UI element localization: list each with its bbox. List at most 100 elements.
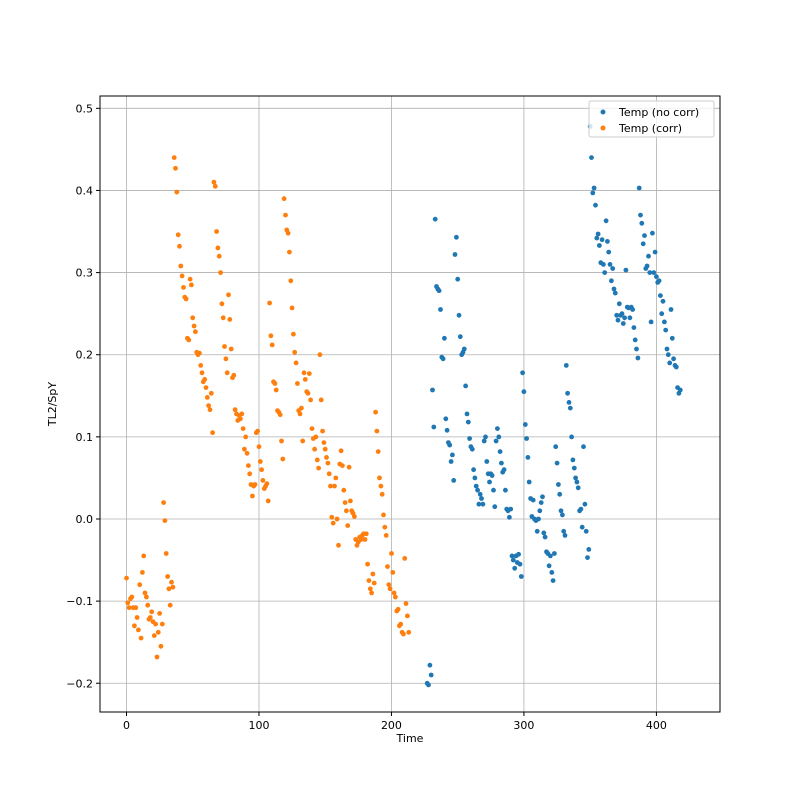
data-point [173, 165, 178, 171]
data-point [341, 487, 347, 493]
data-point [642, 233, 647, 239]
data-point [517, 561, 523, 567]
ticks-layer: 0 100 200 300 400 −0.2 −0.1 0.0 0.1 0.2 0.3 0.4 0.5 [66, 102, 667, 732]
data-point [484, 459, 490, 464]
data-point [507, 514, 512, 520]
data-point [312, 446, 317, 452]
data-point [450, 452, 455, 458]
data-point [207, 407, 213, 413]
data-point [542, 534, 548, 540]
data-point [332, 483, 337, 489]
data-point [186, 337, 192, 343]
points-layer [124, 124, 683, 688]
y-tick-label: 0.1 [76, 431, 94, 444]
data-point [465, 419, 471, 425]
data-point [373, 409, 378, 415]
data-point [338, 448, 344, 454]
data-point [212, 183, 218, 189]
data-point [228, 346, 234, 352]
data-point [602, 270, 608, 275]
data-point [432, 216, 438, 222]
data-point [222, 344, 227, 349]
data-point [669, 335, 675, 341]
data-point [391, 590, 397, 596]
data-point [605, 239, 610, 244]
data-point [639, 220, 645, 226]
data-point [479, 496, 484, 501]
data-point [558, 508, 564, 514]
data-point [190, 315, 196, 321]
data-point [280, 456, 286, 462]
data-point [243, 434, 249, 440]
y-tick-label: 0.2 [76, 349, 94, 362]
data-point [216, 253, 222, 259]
data-point [214, 229, 220, 234]
data-point [483, 434, 488, 440]
data-point [273, 387, 279, 393]
data-point [472, 475, 478, 481]
data-point [487, 479, 492, 485]
data-point [442, 335, 447, 341]
data-point [269, 342, 275, 348]
data-point [288, 278, 294, 284]
data-point [524, 436, 529, 441]
data-point [464, 411, 470, 417]
data-point [456, 312, 462, 318]
data-point [578, 506, 584, 512]
data-point [451, 478, 457, 483]
data-point [293, 360, 299, 366]
data-point [257, 459, 263, 464]
data-point [673, 364, 679, 370]
data-point [601, 262, 606, 267]
data-point [177, 243, 182, 249]
data-point [352, 514, 357, 519]
data-point [302, 377, 308, 382]
data-point [603, 218, 609, 224]
data-point [342, 500, 348, 505]
data-point [632, 337, 638, 343]
data-point [244, 450, 250, 456]
data-point [374, 428, 380, 434]
data-point [165, 574, 171, 579]
data-point [220, 315, 226, 321]
data-point [667, 360, 673, 366]
series-temp-no-corr [424, 124, 683, 688]
legend-marker-corr [600, 125, 606, 131]
x-tick-label: 400 [646, 719, 667, 732]
data-point [287, 249, 292, 255]
data-point [321, 440, 327, 445]
data-point [520, 370, 525, 376]
data-point [215, 245, 221, 251]
data-point [593, 202, 598, 208]
data-point [166, 586, 172, 592]
data-point [309, 426, 315, 431]
data-point [325, 460, 331, 466]
data-point [475, 487, 480, 493]
data-point [430, 387, 435, 393]
data-point [198, 363, 204, 368]
data-point [301, 370, 307, 376]
data-point [654, 274, 659, 280]
data-point [549, 570, 555, 575]
data-point [183, 296, 189, 302]
data-point [300, 438, 306, 444]
data-point [313, 434, 319, 440]
data-point [567, 405, 573, 411]
data-point [571, 465, 577, 471]
data-point [438, 307, 443, 312]
data-point [546, 563, 552, 569]
data-point [599, 237, 605, 243]
data-point [638, 212, 643, 218]
data-point [279, 438, 284, 444]
data-point [231, 372, 237, 378]
data-point [496, 434, 502, 440]
series-temp-corr [124, 155, 412, 660]
data-point [285, 230, 291, 236]
data-point [264, 481, 270, 487]
data-point [132, 623, 137, 629]
data-point [610, 266, 616, 271]
data-point [292, 349, 298, 355]
data-point [395, 606, 401, 612]
data-point [501, 467, 507, 473]
data-point [647, 270, 653, 275]
